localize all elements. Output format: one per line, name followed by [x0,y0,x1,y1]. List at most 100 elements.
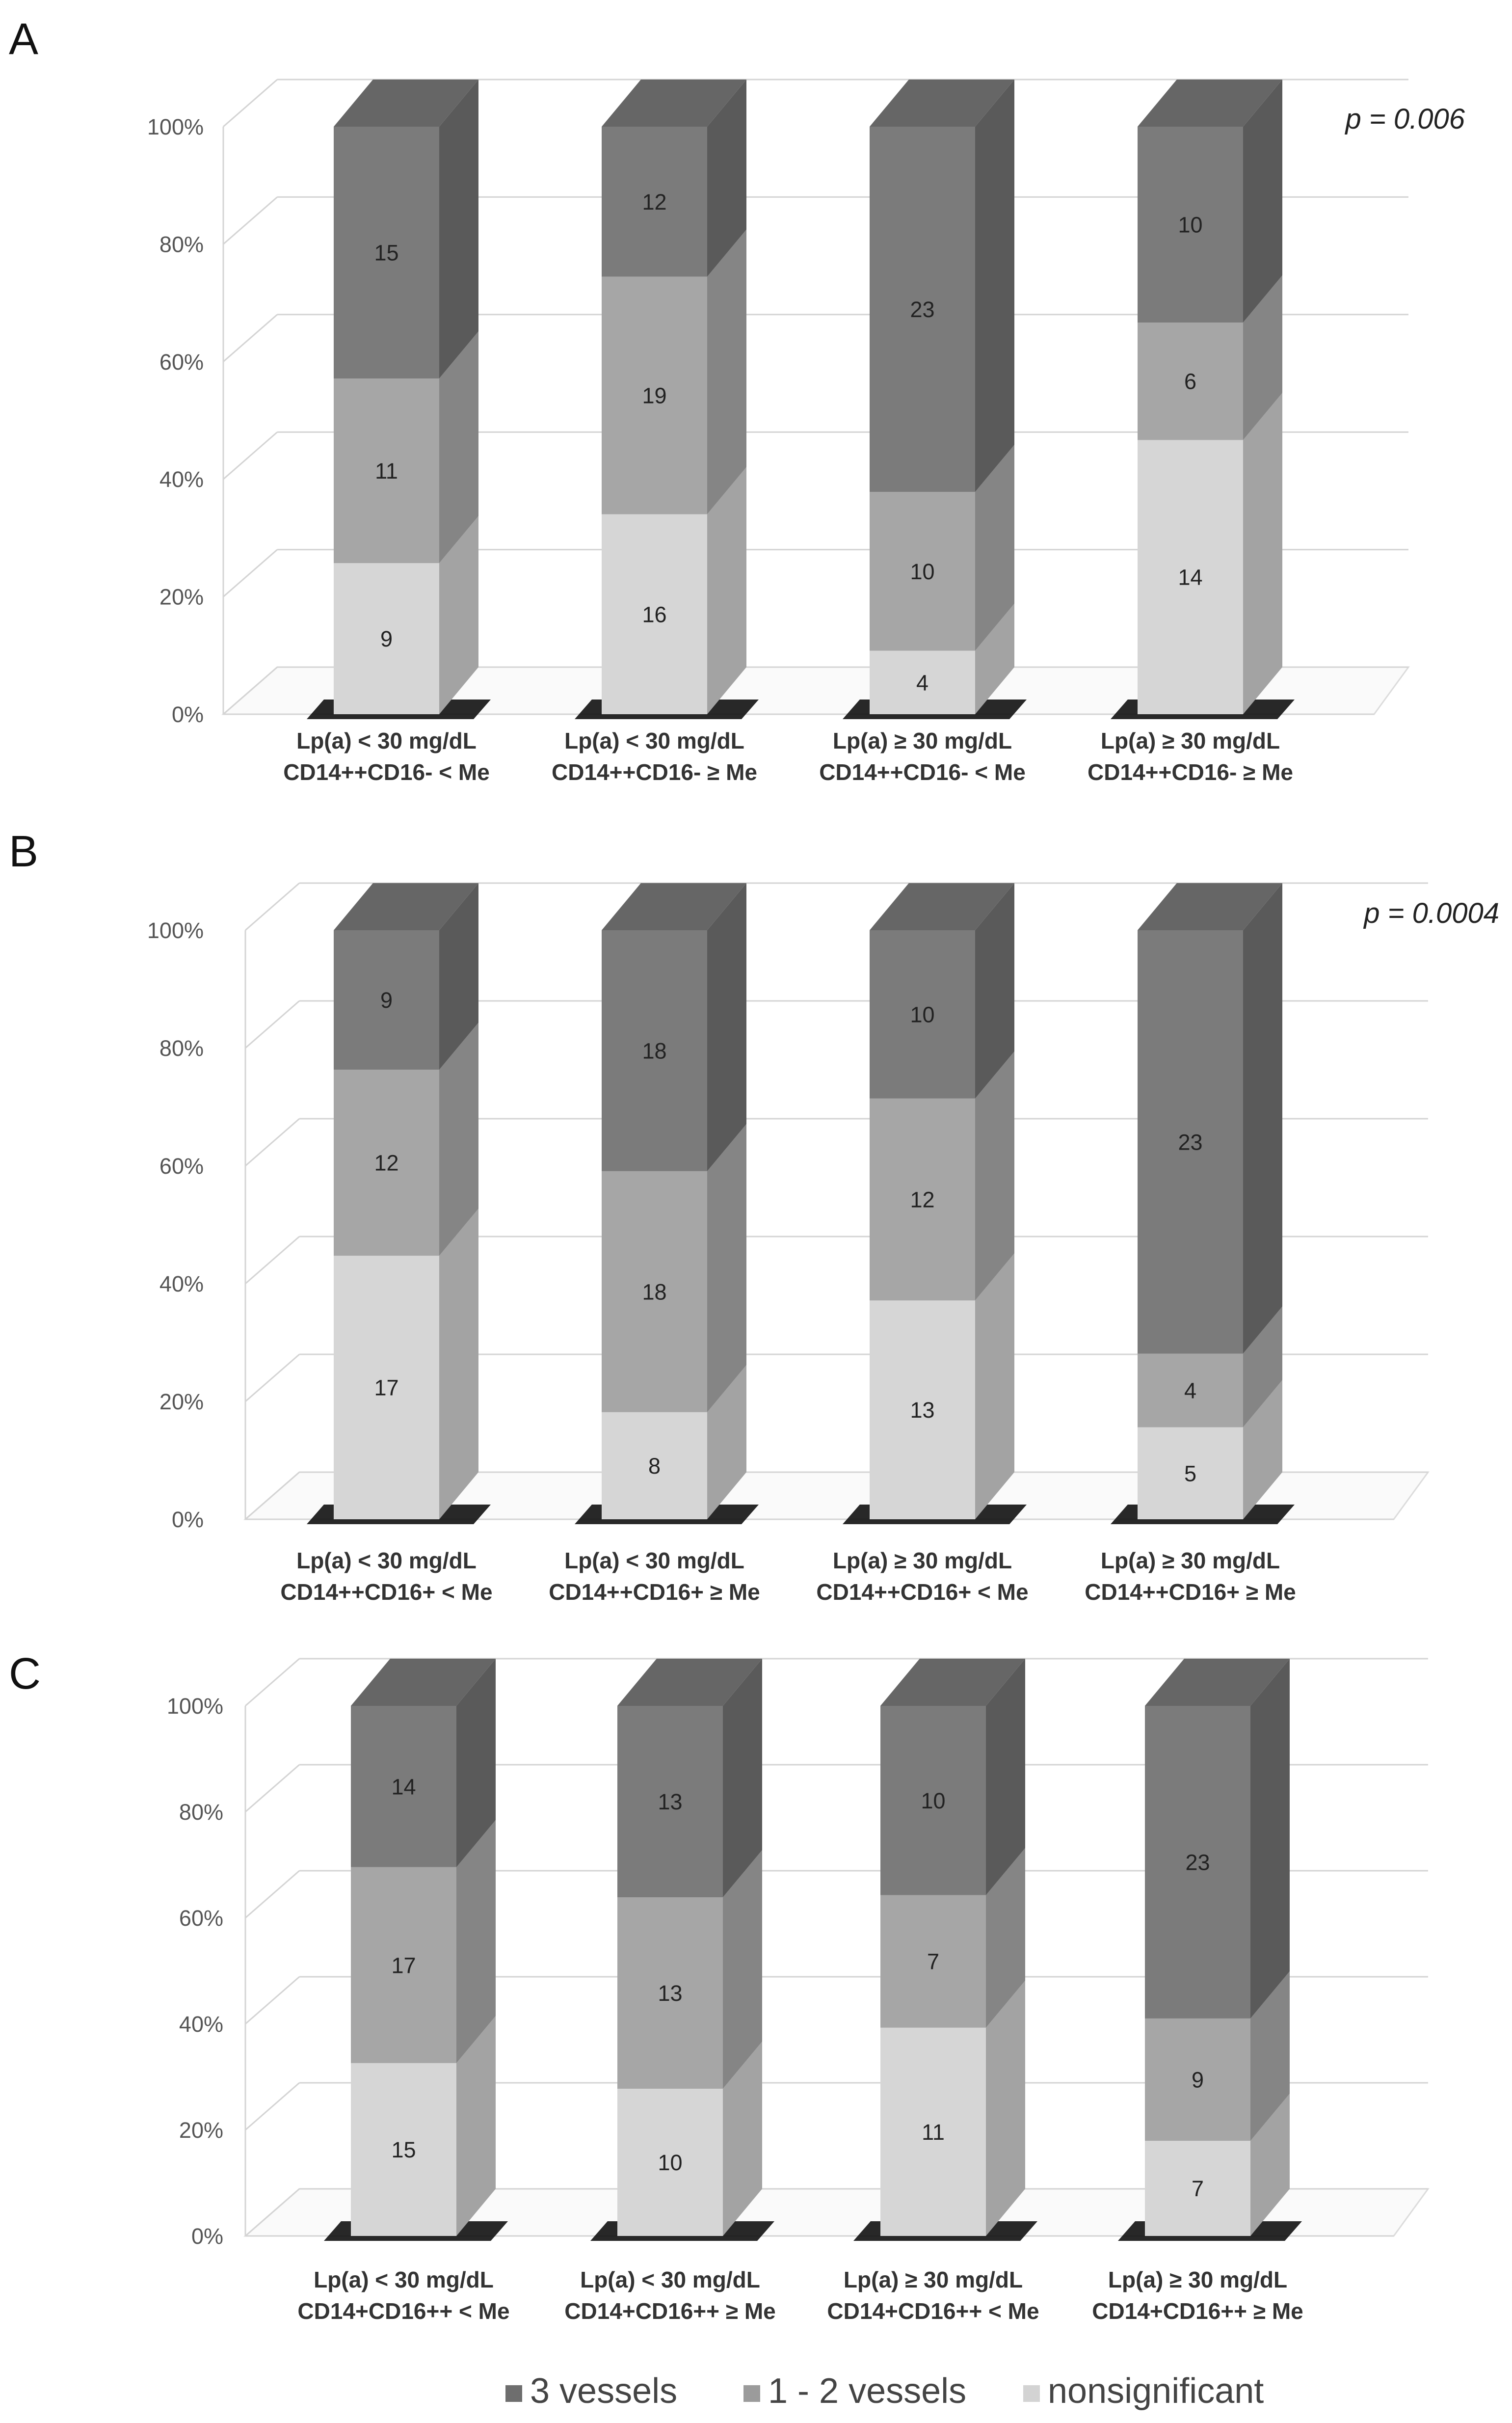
gridline-diagonal [245,1976,300,2025]
y-tick-label: 0% [172,702,204,727]
bar-segment-three [602,127,707,277]
bar-segment-one-two [351,1867,456,2063]
bar-segment-nonsig [351,2063,456,2236]
bar-top-three [602,883,746,930]
bar-top-three [1145,1659,1290,1706]
bar-segment-one-two [870,492,975,651]
bar-side-three [1243,80,1282,323]
gridline-diagonal [245,1658,300,1707]
bar-side-three [1243,883,1282,1354]
bar-side-one-two [975,1051,1014,1301]
gridline-diagonal [245,2082,300,2131]
x-category-label-line: CD14++CD16- < Me [283,759,490,785]
bar-segment-one-two [1138,1353,1243,1427]
y-tick-label: 0% [172,1507,204,1532]
bar-segment-one-two [1145,2018,1250,2141]
x-category-label-line: Lp(a) < 30 mg/dL [564,728,744,754]
y-tick-label: 20% [179,2118,223,2143]
bar-segment-one-two [602,1171,707,1412]
bar-segment-one-two [334,378,439,564]
bar-top-three [334,80,478,127]
bar-side-one-two [1243,275,1282,440]
data-label: 13 [658,1981,682,2006]
legend-swatch [743,2385,760,2402]
gridline-diagonal [245,1764,300,1813]
data-label: 11 [922,2120,945,2145]
bar-side-one-two [1250,1971,1290,2141]
panel-letter: C [9,1649,41,1698]
x-category-label: Lp(a) ≥ 30 mg/dL CD14+CD16++ < Me [827,2267,1039,2324]
data-label: 5 [1184,1461,1196,1486]
bar-side-three [707,80,746,277]
bar-stack: 15 17 14 [324,1659,508,2241]
bar-segment-one-two [870,1098,975,1301]
x-category-label-line: CD14++CD16+ ≥ Me [549,1579,760,1605]
bar-segment-three [880,1706,986,1895]
data-label: 4 [916,670,928,695]
chart-panel-c: C 0% 20% 40% 60% 80% 100% 15 17 14 Lp(a) < 30 mg/d… [9,1649,1430,2324]
bar-segment-three [334,930,439,1070]
x-category-label-line: Lp(a) ≥ 30 mg/dL [1101,1548,1280,1573]
bar-segment-one-two [602,276,707,514]
p-value-annotation: p = 0.006 [1345,103,1465,135]
x-category-label-line: CD14++CD16- < Me [819,759,1026,785]
bar-top-three [870,883,1014,930]
y-tick-label: 40% [179,2012,223,2037]
bar-segment-nonsig [334,563,439,714]
bar-stack: 4 10 23 [843,80,1027,719]
bar-side-one-two [975,445,1014,651]
y-tick-label: 60% [179,1906,223,1931]
bar-top-three [870,80,1014,127]
x-category-label-line: Lp(a) < 30 mg/dL [296,728,477,754]
gridline-diagonal [245,1353,300,1402]
bar-side-one-two [1243,1306,1282,1427]
bar-segment-one-two [617,1897,723,2089]
x-category-label-line: Lp(a) ≥ 30 mg/dL [833,728,1012,754]
x-category-label-line: CD14+CD16++ < Me [827,2298,1039,2324]
x-category-label-line: CD14++CD16+ ≥ Me [1085,1579,1296,1605]
panel-letter: B [9,827,38,876]
bar-side-nonsig [975,1253,1014,1519]
bar-side-nonsig [1250,2094,1290,2236]
y-tick-label: 80% [159,1036,204,1061]
gridline-diagonal [223,431,278,480]
legend-label: 3 vessels [530,2371,677,2411]
x-category-label-line: CD14++CD16- ≥ Me [552,759,757,785]
data-label: 11 [375,458,398,484]
gridline-diagonal [245,882,300,931]
gridline-diagonal [245,2188,300,2237]
legend-swatch [1023,2385,1040,2402]
x-category-label-line: CD14++CD16+ < Me [816,1579,1028,1605]
x-category-label-line: Lp(a) ≥ 30 mg/dL [1108,2267,1287,2292]
x-category-label: Lp(a) < 30 mg/dL CD14+CD16++ < Me [297,2267,509,2324]
bar-top-three [334,883,478,930]
gridline-diagonal [223,666,278,715]
data-label: 12 [642,189,666,215]
bar-side-nonsig [1243,1380,1282,1519]
bar-side-three [975,80,1014,492]
data-label: 14 [1178,565,1202,590]
bar-side-three [439,80,478,378]
y-tick-label: 40% [159,1271,204,1296]
bar-stack: 16 19 12 [575,80,759,719]
bar-side-three [986,1659,1025,1895]
x-category-label: Lp(a) < 30 mg/dL CD14++CD16+ < Me [280,1548,492,1605]
bar-top-three [617,1659,762,1706]
bar-segment-three [1138,930,1243,1354]
bar-side-three [439,883,478,1070]
bar-side-nonsig [975,603,1014,714]
bar-stack: 10 13 13 [590,1659,774,2241]
data-label: 18 [642,1038,666,1063]
bar-segment-three [1138,127,1243,323]
data-label: 23 [1178,1130,1202,1155]
data-label: 10 [921,1788,945,1813]
bar-stack: 11 7 10 [853,1659,1037,2241]
legend-label: 1 - 2 vessels [768,2371,966,2411]
data-label: 18 [642,1279,666,1304]
legend-swatch [505,2385,522,2402]
data-label: 6 [1184,369,1196,394]
bar-side-nonsig [986,1980,1025,2236]
x-category-label-line: Lp(a) ≥ 30 mg/dL [844,2267,1023,2292]
bar-segment-one-two [880,1895,986,2028]
x-category-label-line: Lp(a) < 30 mg/dL [580,2267,760,2292]
